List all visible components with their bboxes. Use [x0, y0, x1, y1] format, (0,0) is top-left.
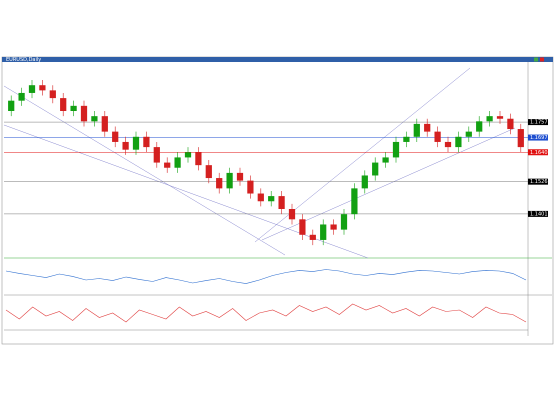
candle-body: [444, 141, 452, 148]
candle-body: [268, 196, 275, 202]
maximize-button[interactable]: [534, 57, 538, 62]
price-label: 1.1401: [530, 211, 548, 217]
candle-body: [351, 188, 358, 215]
candle-body: [476, 121, 483, 132]
candle-body: [507, 118, 514, 130]
candle-body: [122, 141, 129, 150]
candle-body: [216, 178, 223, 189]
candle-body: [132, 136, 140, 150]
close-button[interactable]: [540, 57, 544, 62]
title-bar: [2, 57, 553, 62]
chart: 1.1757 1.1697 1.1640 1.1526 1.1401: [4, 80, 548, 323]
candle-body: [392, 141, 400, 158]
candle-body: [465, 131, 472, 137]
candle-body: [434, 131, 441, 142]
candle-body: [164, 162, 171, 168]
candle-body: [247, 180, 254, 194]
price-label: 1.1757: [530, 120, 548, 126]
candle-body: [91, 116, 98, 122]
indicator-line: [5, 303, 527, 323]
candle-body: [382, 157, 389, 163]
candle-body: [70, 105, 77, 111]
candle-body: [112, 131, 119, 142]
candle-body: [18, 92, 25, 101]
candle-body: [330, 224, 337, 230]
candle-body: [195, 152, 202, 166]
candle-body: [340, 214, 348, 230]
candle-body: [28, 85, 36, 93]
candle-body: [174, 157, 181, 168]
candle-body: [80, 105, 88, 122]
price-label: 1.1526: [530, 179, 548, 185]
candle-body: [143, 136, 150, 148]
candle-body: [424, 123, 431, 132]
candle-body: [236, 172, 244, 181]
candle-body: [361, 175, 368, 189]
candle-body: [455, 136, 462, 148]
candle-body: [486, 116, 493, 122]
candle-body: [288, 209, 296, 220]
price-label: 1.1697: [530, 135, 548, 141]
candle-body: [226, 172, 233, 189]
candle-body: [403, 136, 410, 142]
candle-body: [39, 85, 46, 91]
price-label-box: [528, 149, 548, 156]
candle-body: [320, 224, 327, 240]
indicator-line: [5, 269, 527, 284]
price-label-box: [528, 178, 548, 185]
price-label-box: [528, 134, 548, 141]
candle-body: [309, 234, 316, 240]
candle-body: [372, 162, 379, 176]
candle-body: [205, 165, 212, 179]
candle-body: [49, 90, 56, 99]
candle-body: [496, 116, 504, 119]
price-label: 1.1640: [530, 150, 548, 156]
candle-body: [517, 129, 524, 148]
window-title: EURUSD,Daily: [6, 57, 41, 63]
price-label-box: [528, 210, 548, 217]
price-label-box: [528, 119, 548, 126]
candle-body: [101, 116, 108, 132]
candle-body: [299, 219, 306, 235]
candle-body: [413, 123, 420, 137]
window-frame: [1, 56, 554, 345]
candle-body: [184, 152, 192, 158]
candle-body: [278, 196, 285, 209]
candle-body: [60, 98, 67, 111]
candle-body: [8, 100, 15, 111]
candle-body: [153, 147, 160, 163]
candle-body: [257, 193, 264, 202]
